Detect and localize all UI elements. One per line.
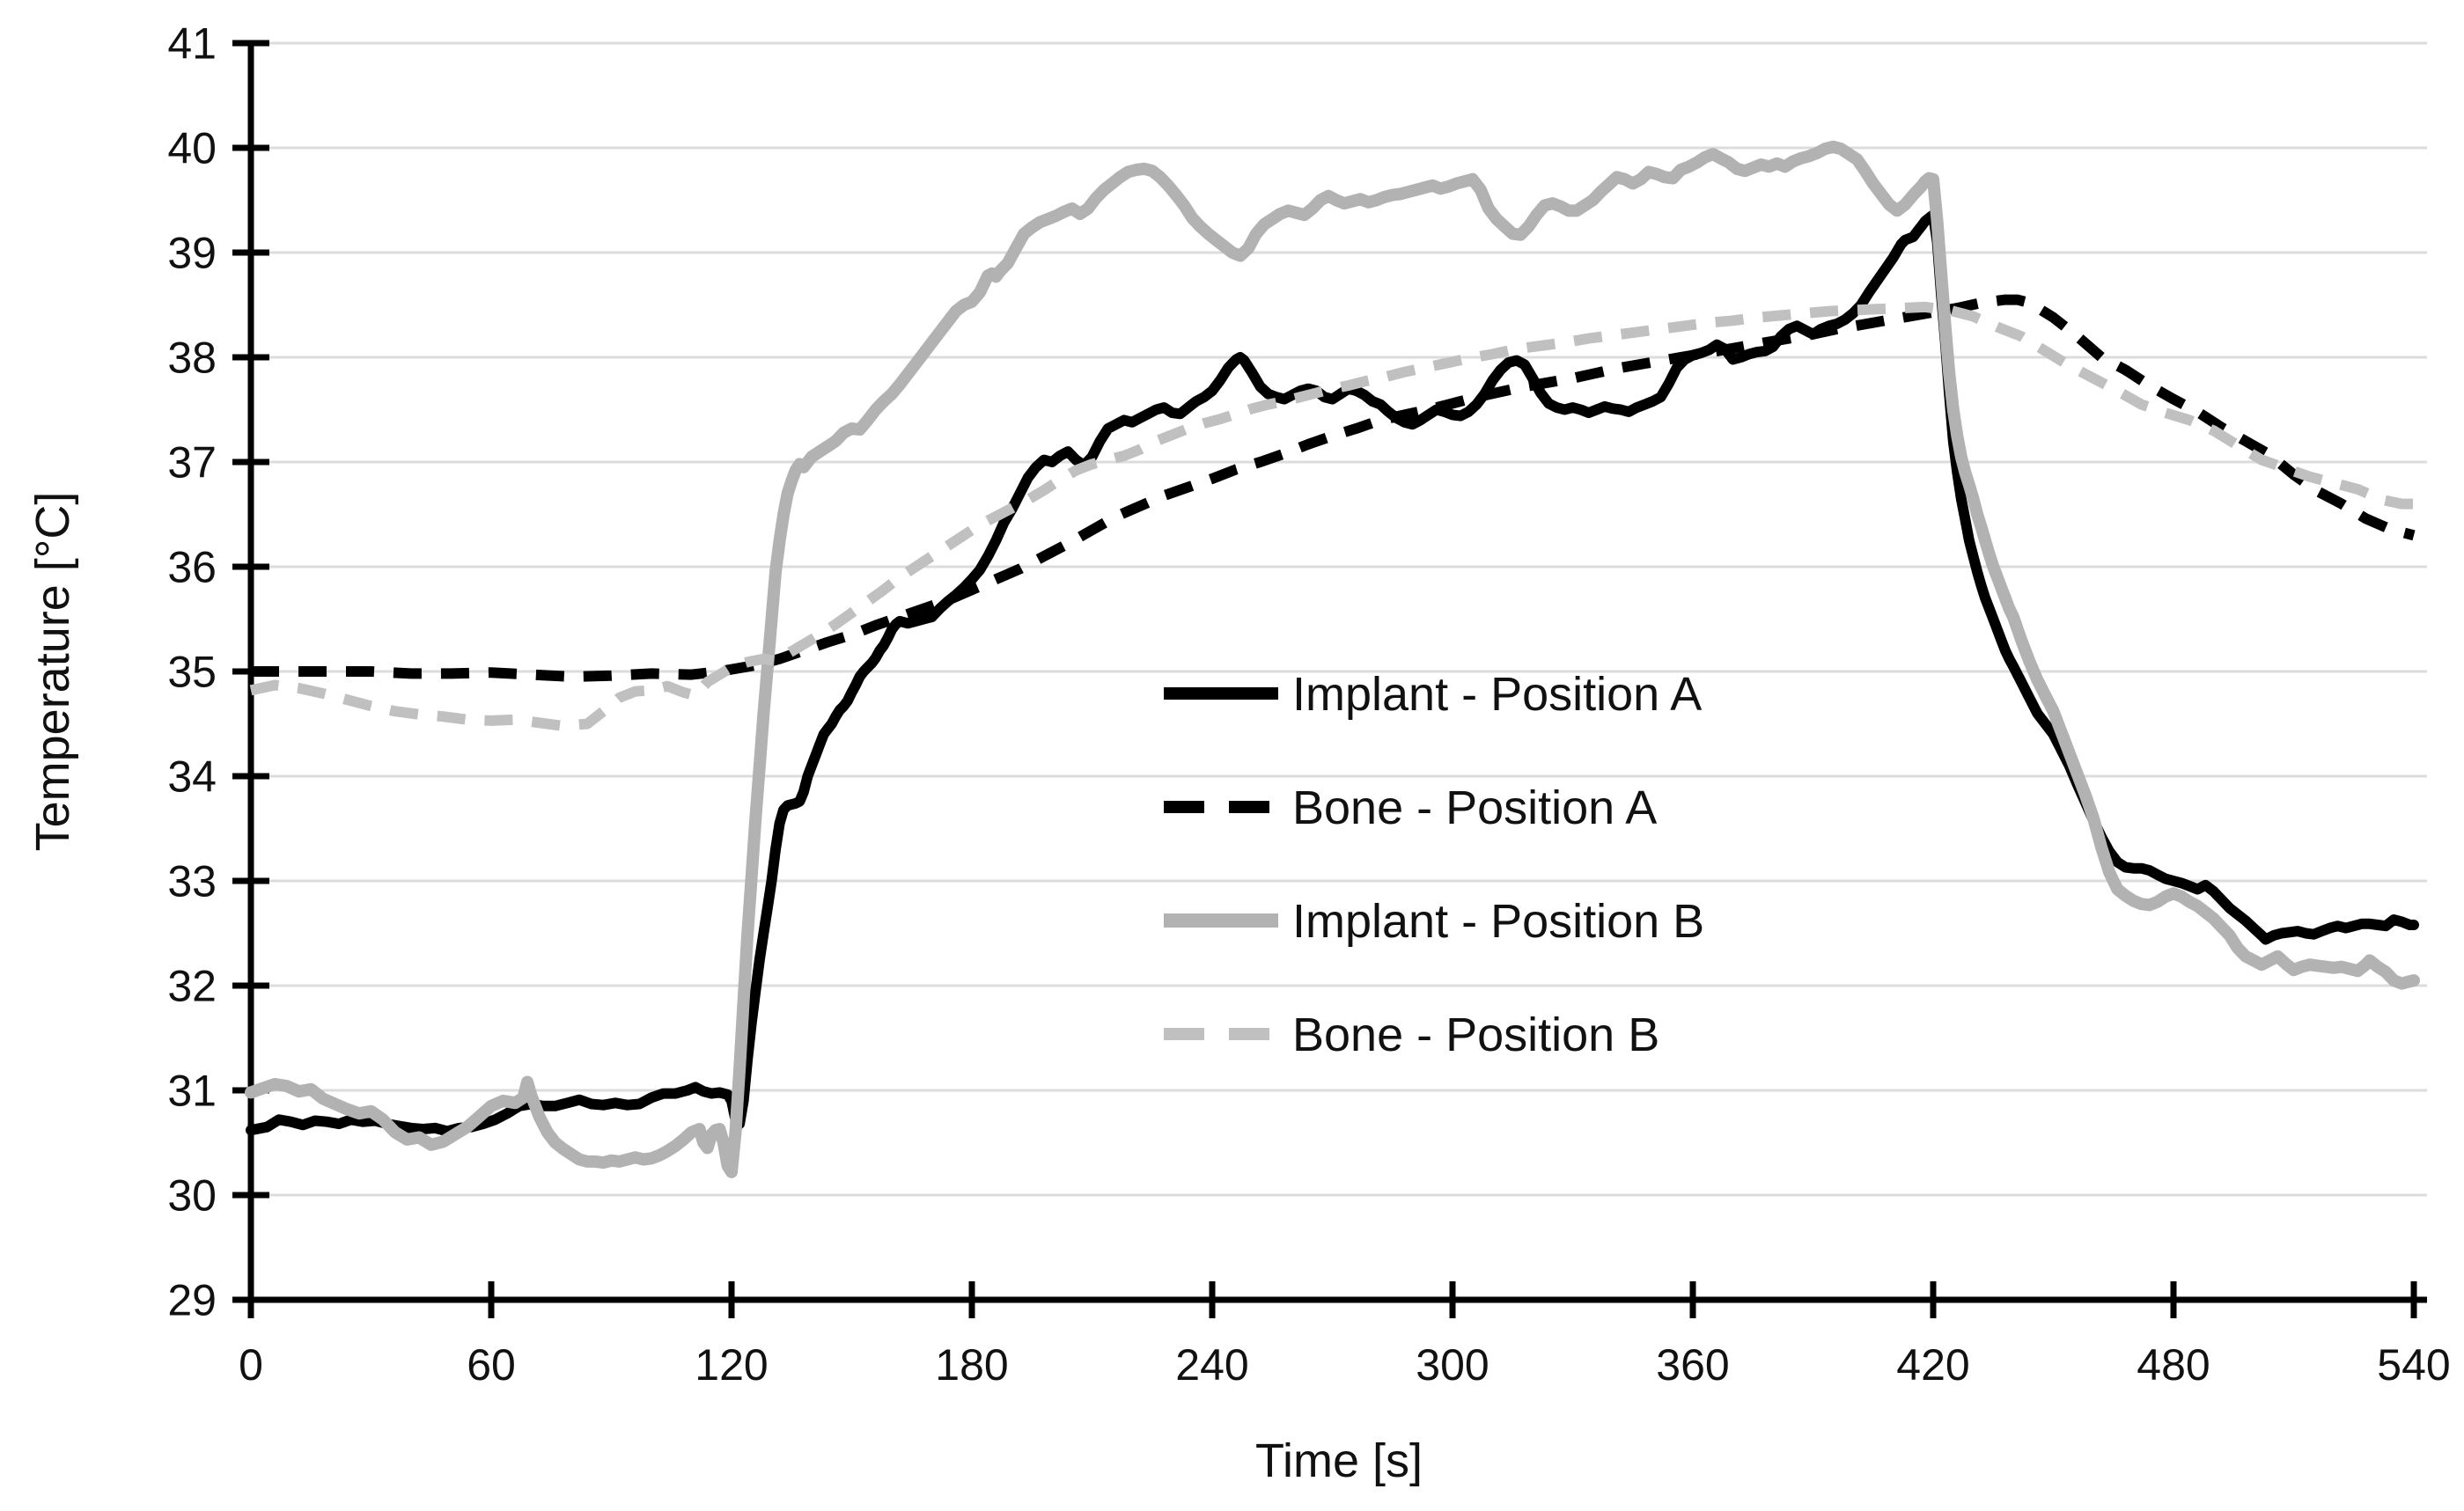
y-tick-label-38: 38 [167,334,217,383]
legend-label: Implant - Position A [1292,668,1702,721]
x-tick-label-300: 300 [1416,1340,1489,1390]
x-tick-label-240: 240 [1175,1340,1248,1390]
x-tick-label-480: 480 [2137,1340,2210,1390]
legend-label: Bone - Position B [1292,1009,1659,1061]
legend: Implant - Position A Bone - Position A Imp… [1164,668,1704,1061]
data-series [245,140,2420,1178]
x-tick-label-120: 120 [695,1340,768,1390]
tick-labels: 29 30 31 32 33 34 35 36 37 38 39 40 41 0 60 120 180 240 30… [167,19,2450,1390]
legend-label: Bone - Position A [1292,781,1657,834]
y-tick-label-40: 40 [167,124,217,173]
series-line-bone-position-b [249,301,2414,731]
y-tick-label-37: 37 [167,438,217,488]
x-tick-label-360: 360 [1656,1340,1729,1390]
gridlines [251,41,2427,1197]
legend-label: Implant - Position B [1292,895,1704,948]
series-line-implant-position-b [245,140,2420,1178]
y-axis-title: Temperature [°C] [26,492,79,852]
y-tick-label-29: 29 [167,1276,217,1325]
x-tick-label-0: 0 [239,1340,263,1390]
x-tick-label-420: 420 [1896,1340,1969,1390]
series-line-implant-position-a [246,209,2419,1137]
y-tick-label-36: 36 [167,543,217,592]
y-tick-label-33: 33 [167,857,217,906]
x-tick-label-60: 60 [467,1340,516,1390]
y-tick-label-32: 32 [167,962,217,1011]
y-tick-label-41: 41 [167,19,217,69]
y-tick-label-30: 30 [167,1171,217,1221]
series-line-bone-position-a [251,294,2416,682]
y-tick-label-34: 34 [167,752,217,802]
y-tick-label-31: 31 [167,1067,217,1116]
legend-item-implant-position-b: Implant - Position B [1164,895,1704,948]
x-axis-title: Time [s] [1255,1434,1423,1487]
y-tick-label-35: 35 [167,648,217,697]
legend-item-bone-position-b: Bone - Position B [1164,1009,1659,1061]
y-tick-label-39: 39 [167,229,217,278]
x-tick-label-180: 180 [935,1340,1008,1390]
x-tick-label-540: 540 [2377,1340,2450,1390]
legend-item-implant-position-a: Implant - Position A [1164,668,1702,721]
legend-item-bone-position-a: Bone - Position A [1164,781,1657,834]
